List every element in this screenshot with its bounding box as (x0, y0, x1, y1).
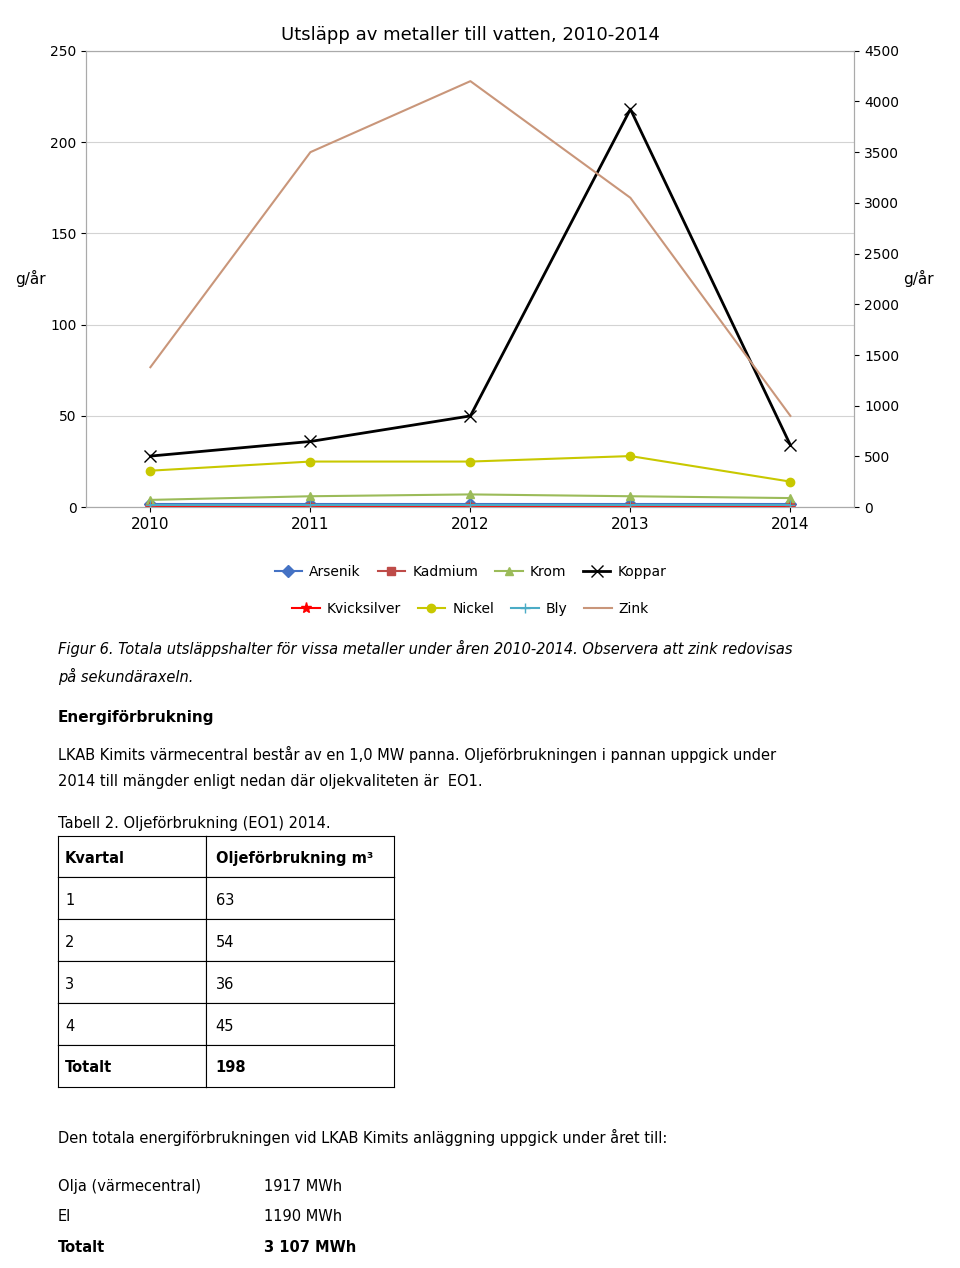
Text: Totalt: Totalt (58, 1240, 105, 1255)
Text: 36: 36 (216, 976, 234, 992)
Text: 2: 2 (65, 935, 75, 950)
Y-axis label: g/år: g/år (15, 270, 46, 288)
Text: 2014 till mängder enligt nedan där oljekvaliteten är  EO1.: 2014 till mängder enligt nedan där oljek… (58, 775, 482, 789)
Text: 198: 198 (216, 1060, 247, 1075)
Text: 4: 4 (65, 1018, 74, 1033)
Text: 3: 3 (65, 976, 74, 992)
Text: El: El (58, 1210, 71, 1225)
Text: Kvartal: Kvartal (65, 851, 125, 866)
Text: Energiförbrukning: Energiförbrukning (58, 710, 214, 725)
Text: 45: 45 (216, 1018, 234, 1033)
Text: på sekundäraxeln.: på sekundäraxeln. (58, 668, 193, 685)
Text: Oljeförbrukning m³: Oljeförbrukning m³ (216, 851, 373, 866)
Text: LKAB Kimits värmecentral består av en 1,0 MW panna. Oljeförbrukningen i pannan u: LKAB Kimits värmecentral består av en 1,… (58, 747, 776, 763)
Y-axis label: g/år: g/år (903, 270, 934, 288)
Title: Utsläpp av metaller till vatten, 2010-2014: Utsläpp av metaller till vatten, 2010-20… (281, 25, 660, 43)
Text: 63: 63 (216, 893, 234, 908)
Text: Den totala energiförbrukningen vid LKAB Kimits anläggning uppgick under året til: Den totala energiförbrukningen vid LKAB … (58, 1129, 667, 1145)
Text: 3 107 MWh: 3 107 MWh (264, 1240, 356, 1255)
Text: Olja (värmecentral): Olja (värmecentral) (58, 1179, 201, 1193)
Text: 54: 54 (216, 935, 234, 950)
Text: Tabell 2. Oljeförbrukning (EO1) 2014.: Tabell 2. Oljeförbrukning (EO1) 2014. (58, 817, 330, 831)
Text: 1917 MWh: 1917 MWh (264, 1179, 342, 1193)
Text: Totalt: Totalt (65, 1060, 112, 1075)
Legend: Kvicksilver, Nickel, Bly, Zink: Kvicksilver, Nickel, Bly, Zink (286, 596, 655, 621)
Text: Figur 6. Totala utsläppshalter för vissa metaller under åren 2010-2014. Observer: Figur 6. Totala utsläppshalter för vissa… (58, 640, 792, 657)
Text: 1: 1 (65, 893, 74, 908)
Text: 1190 MWh: 1190 MWh (264, 1210, 342, 1225)
